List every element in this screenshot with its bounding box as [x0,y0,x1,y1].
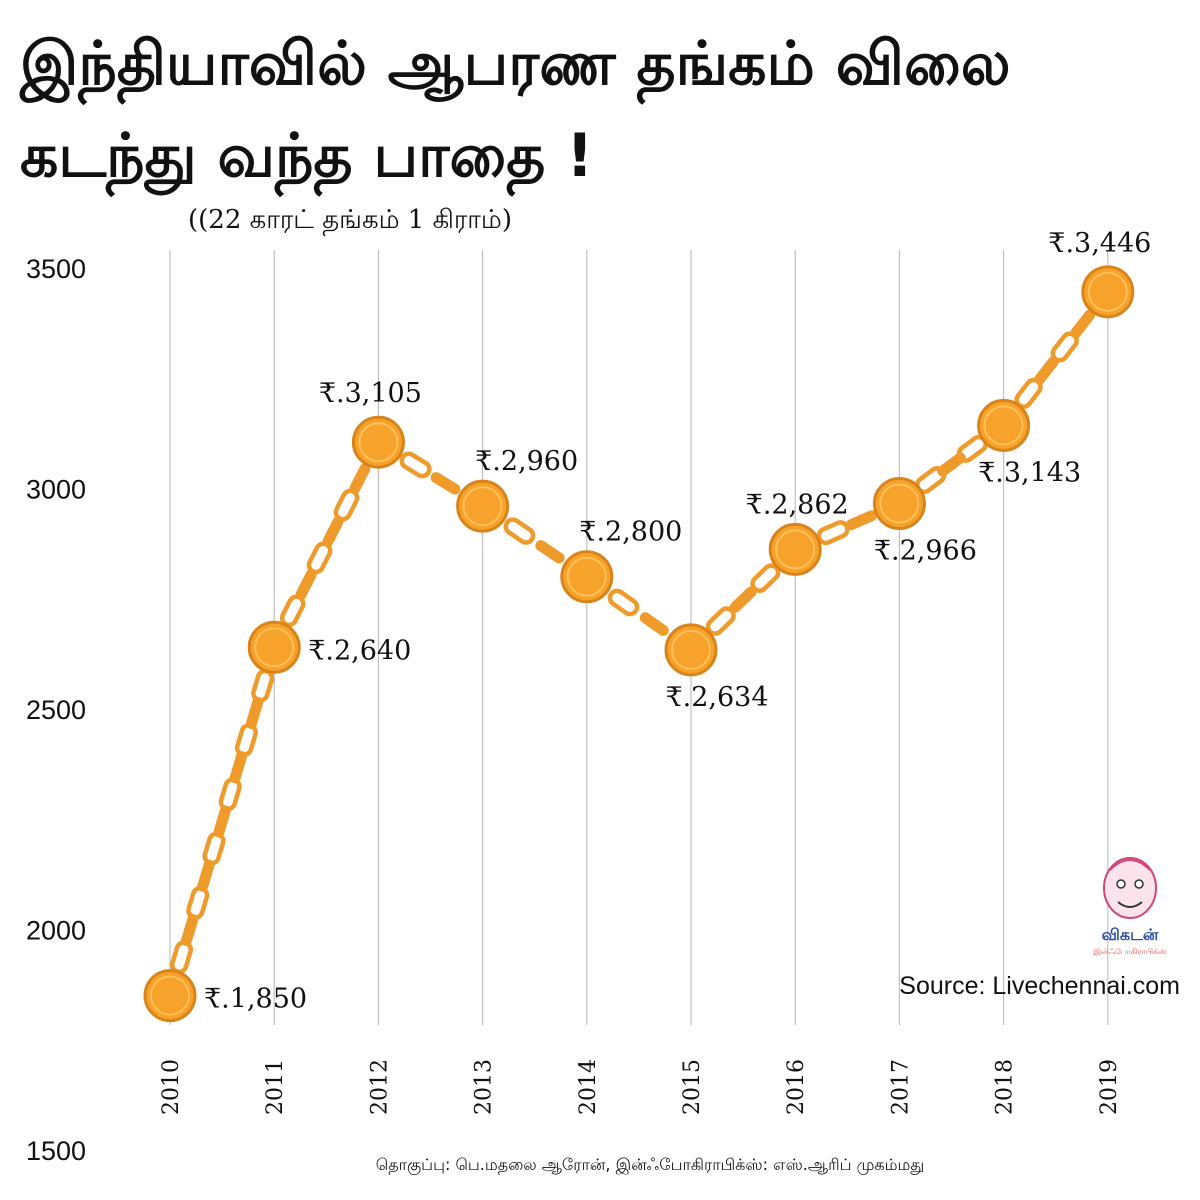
chain-link [816,520,850,546]
x-tick-2017: 2017 [888,1059,913,1115]
chain-segment-2013-2014 [503,517,565,564]
chain-segment-2014-2015 [607,588,669,636]
coin-2018 [977,398,1031,452]
x-tick-2019: 2019 [1097,1059,1122,1115]
coin-2014 [560,550,614,604]
chain-link [218,777,242,812]
vikatan-logo: விகடன் இன்ஃபோகிராபிக்ஸ் [1093,857,1167,957]
data-label-2016: ₹.2,862 [746,489,849,520]
y-tick-2000: 2000 [26,916,86,946]
chain-link [1070,309,1096,339]
data-labels: ₹.1,850 ₹.2,640 ₹.3,105 ₹.2,960 ₹.2,800 ₹.2,6… [204,228,1151,1015]
logo-text: விகடன் [1102,925,1159,944]
chart-subtitle: ((22 காரட் தங்கம் 1 கிராம்) [188,205,512,235]
data-label-2018: ₹.3,143 [978,457,1081,488]
chart-title-line-2: கடந்து வந்த பாதை ! [20,121,594,191]
chain-link [639,612,669,636]
chain-link [251,668,275,703]
coin-2011 [247,620,301,674]
y-tick-2500: 2500 [26,695,86,725]
data-label-2011: ₹.2,640 [308,635,411,666]
x-tick-2011: 2011 [263,1059,288,1115]
data-label-2013: ₹.2,960 [475,446,578,477]
x-tick-2015: 2015 [680,1059,705,1115]
x-tick-2010: 2010 [159,1059,184,1115]
chain-link [845,510,878,531]
data-label-2014: ₹.2,800 [579,517,682,548]
chain-segment-2012-2013 [399,451,461,495]
chain-link [169,940,194,975]
x-axis: 2010 2011 2012 2013 2014 2015 2016 2017 2018 2019 [159,1059,1122,1115]
chain-segment-2011-2012 [279,463,371,628]
chain-segment-2010-2011 [169,668,275,975]
x-tick-2016: 2016 [784,1059,809,1115]
x-tick-2012: 2012 [367,1059,392,1115]
chain-link [535,540,565,564]
chain-link [202,831,226,866]
chain-link [430,472,461,495]
data-label-2012: ₹.3,105 [319,378,422,409]
data-label-2019: ₹.3,446 [1048,228,1151,259]
chain-segment-2015-2016 [705,563,781,636]
logo-subtext: இன்ஃபோகிராபிக்ஸ் [1093,947,1167,957]
data-label-2010: ₹.1,850 [204,984,307,1015]
chain-link [503,517,536,545]
chain-link [729,586,757,613]
y-tick-3500: 3500 [26,254,86,284]
chain-link [937,452,966,477]
chain-line [169,309,1096,975]
chain-link [234,723,258,757]
coin-2012 [351,415,405,469]
y-tick-3000: 3000 [26,475,86,505]
chain-link [607,588,640,617]
coin-2019 [1081,265,1135,319]
data-label-2015: ₹.2,634 [665,682,768,713]
chain-link [399,451,432,479]
coin-2015 [664,623,718,677]
credit-line: தொகுப்பு: பெ.மதலை ஆரோன், இன்ஃபோகிராபிக்ஸ… [375,1155,925,1174]
chain-segment-2018-2019 [1014,309,1096,409]
coin-2010 [143,969,197,1023]
x-tick-2013: 2013 [472,1059,497,1115]
coin-2017 [872,476,926,530]
source-note: Source: Livechennai.com [899,972,1180,1000]
y-tick-1500: 1500 [26,1136,86,1166]
chain-link [349,463,371,494]
coin-2016 [768,522,822,576]
x-tick-2014: 2014 [576,1059,601,1115]
data-label-2017: ₹.2,966 [874,535,977,566]
chart-title: இந்தியாவில் ஆபரண தங்கம் விலை கடந்து வந்த… [20,18,1180,202]
coin-2013 [456,479,510,533]
x-tick-2018: 2018 [993,1059,1018,1115]
grid-lines [169,250,1109,1025]
chain-link [186,885,210,920]
chart-title-line-1: இந்தியாவில் ஆபரண தங்கம் விலை [20,29,1011,99]
data-points [143,265,1135,1023]
y-axis: 1500 2000 2500 3000 3500 [26,254,86,1166]
